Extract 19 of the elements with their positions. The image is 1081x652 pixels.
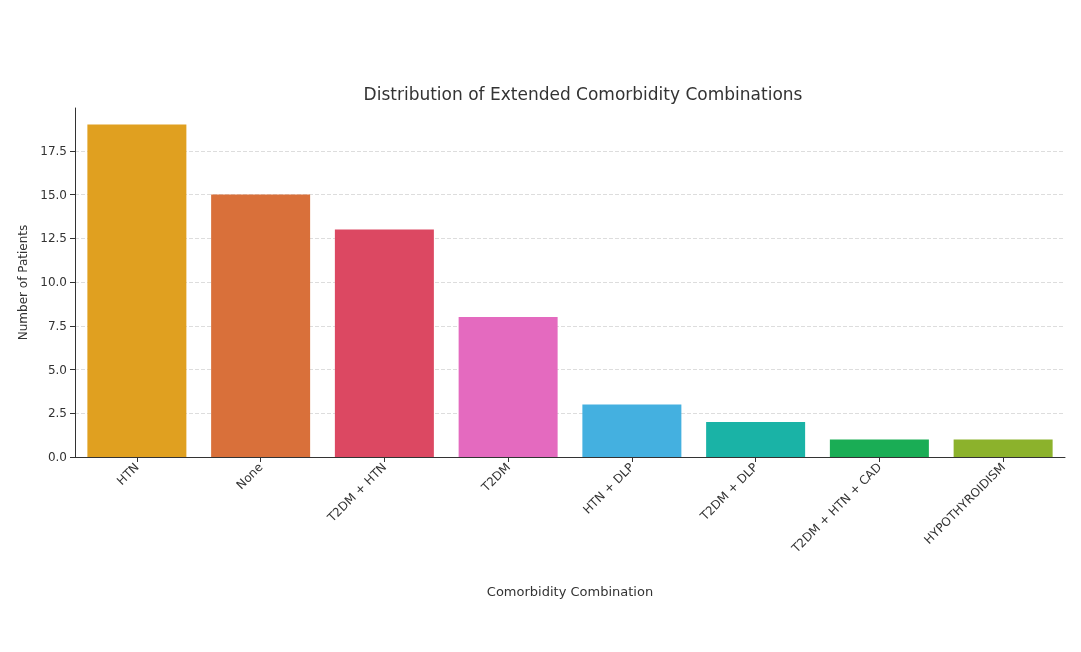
bar	[582, 404, 682, 457]
y-tick-label: 5.0	[47, 362, 67, 377]
y-tick-label: 15.0	[40, 187, 67, 202]
bar	[706, 422, 806, 457]
y-tick-label: 0.0	[47, 450, 67, 464]
y-tick-label: 12.5	[40, 231, 67, 246]
y-tick-label: 10.0	[40, 275, 67, 290]
bar	[211, 194, 311, 457]
x-axis-title: Comorbidity Combination	[486, 584, 654, 599]
bar	[458, 317, 558, 457]
y-tick-label: 2.5	[47, 406, 67, 421]
bar	[334, 229, 434, 457]
y-axis-title: Number of Patients	[16, 224, 31, 341]
bar	[953, 439, 1053, 457]
y-tick-label: 17.5	[40, 143, 67, 158]
y-tick-label: 7.5	[47, 318, 67, 333]
bar	[87, 124, 187, 457]
bar	[829, 439, 929, 457]
chart-title: Distribution of Extended Comorbidity Combinations	[363, 83, 803, 104]
